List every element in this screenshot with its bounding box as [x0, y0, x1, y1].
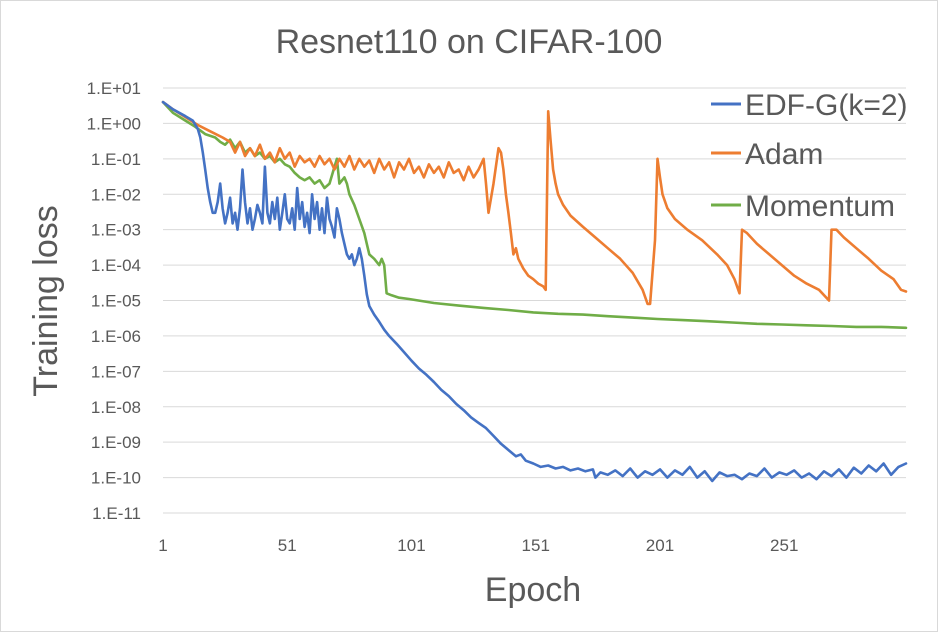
- series-line-edf-g-k-2: [161, 100, 908, 483]
- series-lines: [161, 100, 908, 483]
- x-tick-label: 1: [158, 536, 167, 555]
- y-tick-label: 1.E-05: [91, 292, 141, 311]
- grid-lines: [163, 87, 906, 514]
- x-tick-label: 201: [646, 536, 674, 555]
- y-tick-label: 1.E-08: [91, 398, 141, 417]
- x-tick-label: 251: [770, 536, 798, 555]
- chart-title: Resnet110 on CIFAR-100: [276, 23, 663, 61]
- y-tick-label: 1.E-03: [91, 221, 141, 240]
- x-tick-label: 101: [397, 536, 425, 555]
- y-tick-labels: 1.E+01 1.E+00 1.E-01 1.E-02 1.E-03 1.E-04 1.E-…: [87, 79, 141, 523]
- y-tick-label: 1.E-06: [91, 327, 141, 346]
- y-tick-label: 1.E-04: [91, 256, 141, 275]
- y-tick-label: 1.E-11: [92, 504, 141, 523]
- y-tick-label: 1.E-07: [91, 362, 141, 381]
- y-tick-label: 1.E-10: [91, 469, 141, 488]
- y-tick-label: 1.E-02: [91, 185, 141, 204]
- y-tick-label: 1.E+01: [87, 79, 141, 98]
- legend-label: Momentum: [745, 190, 895, 223]
- legend: EDF-G(k=2) Adam Momentum: [711, 89, 908, 223]
- legend-label: EDF-G(k=2): [745, 89, 908, 122]
- y-tick-label: 1.E-09: [91, 433, 141, 452]
- series-line-adam: [161, 100, 908, 306]
- x-axis-title: Epoch: [485, 571, 581, 609]
- y-tick-label: 1.E-01: [91, 150, 141, 169]
- legend-label: Adam: [745, 138, 823, 171]
- x-tick-labels: 1 51 101 151 201 251: [158, 536, 798, 555]
- series-line-momentum: [161, 100, 908, 330]
- x-tick-label: 151: [522, 536, 550, 555]
- y-axis-title: Training loss: [27, 205, 65, 396]
- x-tick-label: 51: [278, 536, 297, 555]
- y-tick-label: 1.E+00: [87, 114, 141, 133]
